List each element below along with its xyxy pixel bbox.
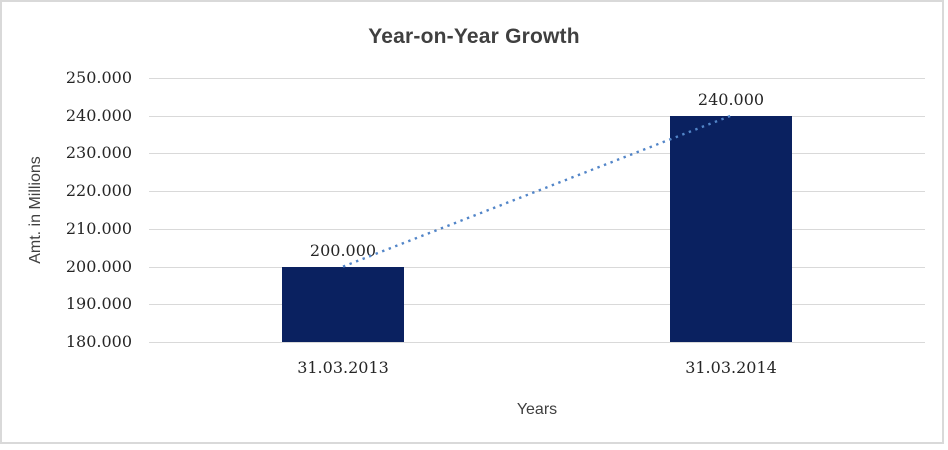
y-tick-label: 190.000 <box>65 294 132 314</box>
gridline-230.000 <box>149 153 925 155</box>
chart-title: Year-on-Year Growth <box>368 25 580 48</box>
y-tick-label: 250.000 <box>65 68 132 87</box>
bar-31.03.2014 <box>670 115 792 342</box>
gridline-220.000 <box>149 191 925 193</box>
y-tick-label: 220.000 <box>65 181 132 201</box>
x-axis-title: Years <box>516 401 558 418</box>
x-tick-label-31.03.2013: 31.03.2013 <box>297 358 389 377</box>
gridline-190.000 <box>149 304 925 306</box>
y-tick-label: 200.000 <box>65 256 132 276</box>
gridline-200.000 <box>149 266 925 268</box>
y-tick-label: 230.000 <box>65 143 132 163</box>
trendline-path <box>342 114 732 268</box>
x-axis-tick-labels: 31.03.2013 31.03.2014 <box>149 358 925 378</box>
data-label-31.03.2014: 240.000 <box>697 89 765 109</box>
y-axis-tick-labels: 250.000 240.000 230.000 220.000 210.000 200.0… <box>0 68 132 351</box>
y-tick-label: 180.000 <box>65 332 132 351</box>
x-tick-label-31.03.2014: 31.03.2014 <box>685 358 777 377</box>
y-tick-label: 240.000 <box>65 105 132 125</box>
bar-31.03.2013 <box>282 266 404 342</box>
data-label-31.03.2013: 200.000 <box>309 240 377 260</box>
gridline-180.000 <box>149 342 925 343</box>
plot-area: 200.000 240.000 <box>149 78 925 343</box>
gridline-250.000 <box>149 78 925 79</box>
trendline <box>342 114 732 268</box>
gridline-210.000 <box>149 228 925 230</box>
gridline-240.000 <box>149 115 925 117</box>
y-tick-label: 210.000 <box>65 218 132 238</box>
